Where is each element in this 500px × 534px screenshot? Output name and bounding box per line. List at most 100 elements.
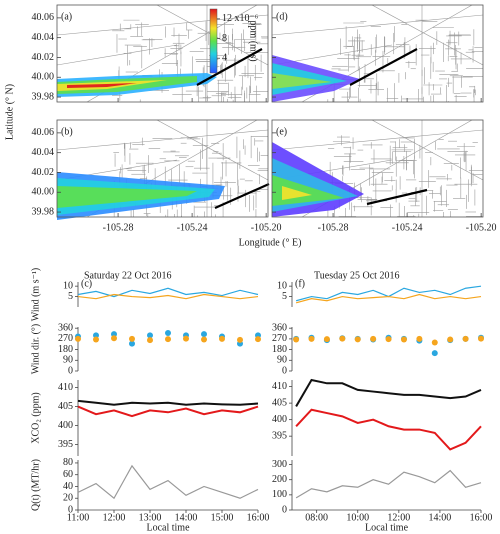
x-axis-label: Local time [365,522,409,533]
map-frame [56,119,269,218]
y-tick-label: 40.06 [32,127,55,138]
y-tick-label: 270 [58,333,73,344]
y-tick-label: 270 [272,333,287,344]
colorbar-label: ppm (m s) [248,20,259,61]
series-point [354,336,361,343]
series-point [293,336,300,343]
map-frame [271,4,484,103]
x-tick-label: -105.20 [466,222,497,233]
x-tick-label: 15:00 [211,512,234,523]
map-panel: (a) 39.98 40.00 40.02 40.04 40.06 4 8 12 x10⁻⁶pp… [32,4,269,103]
series-point [447,336,454,343]
map-frame [56,4,269,103]
y-tick-label: 5 [68,291,73,302]
series-point [462,335,469,342]
map-panel: (e) -105.28 -105.24 -105.20 [271,119,497,233]
colorbar-tick-label: 4 [222,53,227,64]
series-point [129,340,135,347]
y-tick-label: 395 [272,430,287,441]
road [371,4,484,66]
series-line [77,293,259,300]
y-tick-label: 400 [58,420,73,431]
date-annotation: Saturday 22 Oct 2016 [84,270,172,281]
y-tick-label: 100 [272,489,287,500]
x-tick-label: 16:00 [470,512,493,523]
y-tick-label: 405 [58,401,73,412]
y-tick-label: 0 [282,365,287,376]
date-annotation: Tuesday 25 Oct 2016 [314,270,399,281]
colorbar-tick-label: 12 x10⁻⁶ [222,13,259,24]
y-tick-label: 90 [63,355,73,366]
series-line [295,408,482,451]
series-point [478,335,484,342]
x-tick-label: 14:00 [429,512,452,523]
flight-path [366,188,428,206]
y-tick-label: 180 [272,344,287,355]
y-tick-label: 40.00 [32,187,55,198]
x-tick-label: -105.24 [177,222,208,233]
series-point [431,339,438,346]
x-tick-label: -105.24 [392,222,423,233]
series-line [295,469,482,499]
series-point [111,331,117,338]
y-tick-label: 360 [58,322,73,333]
map-panel: (d) [271,4,484,103]
map-y-label: Latitude (° N) [4,84,15,140]
series-point [165,329,171,336]
y-tick-label: 10 [277,280,287,291]
colorbar [209,8,218,74]
series-point [201,336,207,343]
series-point [323,336,330,343]
y-axis-label: Q(t) (MT/hr) [30,459,41,511]
y-tick-label: 20 [63,493,73,504]
y-tick-label: 200 [272,474,287,485]
x-tick-label: 12:00 [103,512,126,523]
road [271,14,484,36]
series-line [295,285,482,302]
series-point [385,336,392,343]
series-line [295,293,482,304]
x-tick-label: -105.20 [251,222,282,233]
y-tick-label: 360 [272,322,287,333]
series-point [147,332,153,339]
x-tick-label: -105.28 [318,222,349,233]
panel-label: (c) [81,278,92,289]
series-point [416,335,423,342]
panel-label: (f) [295,278,305,289]
plume [282,186,312,200]
series-line [295,378,482,407]
series-point [370,335,377,342]
y-tick-label: 39.98 [32,91,55,102]
y-axis-label: Wind (m s⁻¹) [30,268,41,321]
y-tick-label: 40.02 [32,52,55,63]
series-point [147,337,153,344]
series-line [77,464,259,500]
road [156,119,269,181]
map-frame [271,119,484,218]
y-tick-label: 40.00 [32,72,55,83]
y-tick-label: 400 [272,414,287,425]
plume [57,186,197,208]
y-tick-label: 5 [282,291,287,302]
road [56,129,269,151]
y-tick-label: 10 [63,280,73,291]
flight-path [214,182,270,210]
panel-label: (d) [276,11,288,22]
y-tick-label: 300 [272,459,287,470]
map-panel: (b) 39.98 40.00 40.02 40.04 40.06 -105.28 -105.… [32,119,282,233]
y-tick-label: 40.02 [32,167,55,178]
series-point [111,335,117,342]
plume [67,83,137,88]
y-tick-label: 180 [58,344,73,355]
y-axis-label: XCO₂ (ppm) [30,392,41,444]
x-tick-label: 13:00 [139,512,162,523]
y-axis-label: Wind dir. (°) [30,324,41,375]
series-point [308,335,315,342]
series-point [165,336,171,343]
map-x-label: Longitude (° E) [239,237,302,248]
series-point [255,336,261,343]
series-point [219,335,225,342]
series-point [93,332,99,339]
series-point [400,336,407,343]
